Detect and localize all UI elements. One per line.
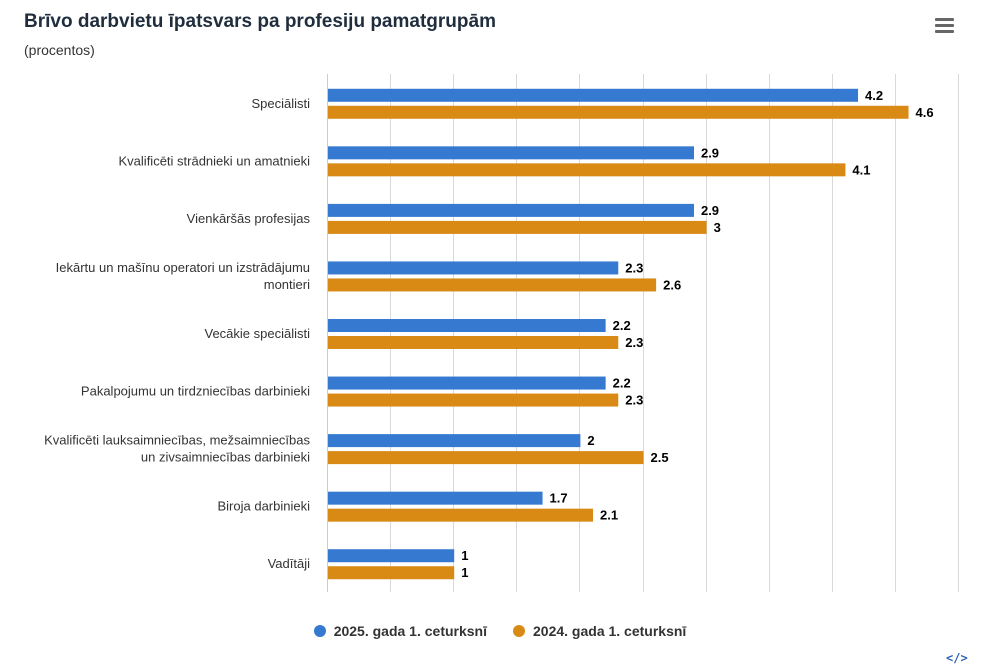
bar-2025 — [328, 549, 455, 563]
legend-marker-2025 — [313, 625, 326, 637]
data-label-2025: 4.2 — [865, 88, 883, 103]
data-label-2024: 2.3 — [625, 393, 643, 408]
bar-2024 — [328, 105, 909, 119]
data-label-2024: 2.3 — [625, 335, 643, 350]
bar-2024 — [328, 393, 619, 407]
bar-2024 — [328, 508, 594, 522]
data-label-2025: 1.7 — [550, 491, 568, 506]
legend-item-2024[interactable]: 2024. gada 1. ceturksnī — [513, 623, 686, 639]
data-label-2024: 3 — [714, 220, 721, 235]
data-label-2024: 4.1 — [852, 162, 870, 177]
data-label-2024: 4.6 — [916, 105, 934, 120]
bar-2024 — [328, 451, 644, 465]
bar-2025 — [328, 491, 543, 505]
data-label-2024: 1 — [461, 565, 468, 580]
data-label-2025: 2.9 — [701, 145, 719, 160]
bar-2025 — [328, 88, 859, 102]
hamburger-menu-icon-line — [935, 30, 954, 33]
bar-2025 — [328, 434, 581, 448]
category-label: Iekārtu un mašīnu operatori un izstrādāj… — [56, 260, 310, 292]
category-label: Kvalificēti lauksaimniecības, mežsaimnie… — [44, 433, 310, 465]
legend-label-2024: 2024. gada 1. ceturksnī — [533, 623, 687, 639]
data-label-2025: 2 — [587, 433, 594, 448]
bar-2024 — [328, 278, 657, 292]
data-label-2024: 2.1 — [600, 508, 618, 523]
bar-2025 — [328, 261, 619, 275]
category-label: Pakalpojumu un tirdzniecības darbinieki — [81, 384, 310, 399]
bar-2024 — [328, 566, 455, 580]
bar-2025 — [328, 376, 606, 390]
bar-2025 — [328, 203, 694, 217]
bar-2024 — [328, 336, 619, 349]
chart-legend: 2025. gada 1. ceturksnī 2024. gada 1. ce… — [0, 623, 1000, 639]
category-label: Vecākie speciālisti — [205, 326, 311, 341]
data-label-2025: 2.9 — [701, 203, 719, 218]
category-label: Vadītāji — [268, 556, 311, 571]
category-label: Kvalificēti strādnieki un amatnieki — [119, 153, 311, 168]
data-label-2025: 2.2 — [613, 376, 631, 391]
hamburger-menu-icon — [935, 18, 954, 21]
bar-chart: Speciālisti 4.2 4.6 Kvalificēti strādnieki … — [44, 74, 959, 592]
legend-label-2025: 2025. gada 1. ceturksnī — [333, 623, 487, 639]
chart-title: Brīvo darbvietu īpatsvars pa profesiju p… — [24, 11, 496, 32]
bar-2025 — [328, 319, 606, 332]
bar-2024 — [328, 220, 707, 234]
legend-marker-2024 — [513, 625, 525, 637]
chart-menu-button[interactable] — [930, 14, 958, 38]
data-label-2025: 1 — [461, 548, 468, 563]
bar-2024 — [328, 163, 846, 177]
chart-subtitle: (procentos) — [24, 42, 95, 58]
legend-item-2025[interactable]: 2025. gada 1. ceturksnī — [313, 623, 487, 639]
data-label-2025: 2.3 — [625, 260, 643, 275]
category-label: Biroja darbinieki — [218, 499, 311, 514]
data-label-2025: 2.2 — [613, 318, 631, 333]
category-label: Speciālisti — [251, 96, 310, 111]
data-label-2024: 2.6 — [663, 277, 681, 292]
embed-code-icon[interactable]: </> — [946, 651, 968, 665]
data-label-2024: 2.5 — [651, 450, 669, 465]
bar-2025 — [328, 146, 694, 160]
hamburger-menu-icon-line — [935, 24, 954, 27]
category-label: Vienkāršās profesijas — [187, 211, 311, 226]
